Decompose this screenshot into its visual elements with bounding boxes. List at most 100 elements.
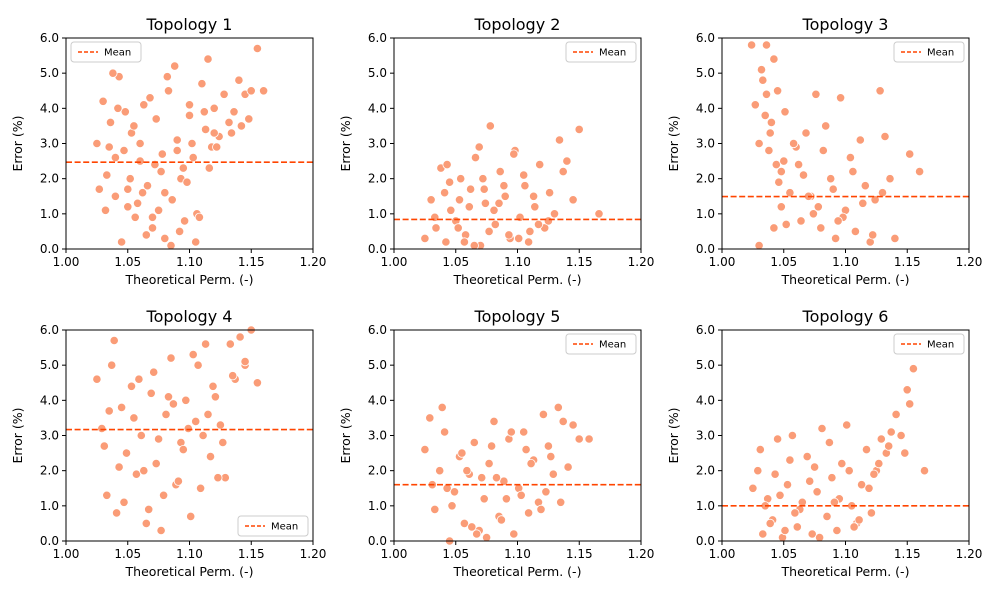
data-point <box>902 385 912 395</box>
data-point <box>876 434 886 444</box>
y-tick-label: 0.0 <box>696 242 715 256</box>
data-point <box>218 437 228 448</box>
x-axis-label: Theoretical Perm. (-) <box>125 564 254 579</box>
data-point <box>891 409 901 419</box>
data-point <box>760 110 770 121</box>
data-point <box>459 518 469 529</box>
data-point <box>900 448 910 458</box>
data-point <box>178 444 188 455</box>
y-axis-label: Error (%) <box>10 407 25 463</box>
data-point <box>478 174 488 184</box>
x-tick-label: 1.20 <box>300 255 327 269</box>
legend-box <box>565 41 637 63</box>
data-point <box>845 153 856 163</box>
data-point <box>163 392 174 402</box>
axes-frame <box>65 329 314 542</box>
data-point <box>130 212 140 222</box>
data-point <box>813 202 823 212</box>
legend-label: Mean <box>927 48 954 59</box>
data-point <box>779 156 789 166</box>
data-point <box>457 448 467 458</box>
legend: Mean <box>565 41 637 63</box>
data-point <box>776 167 786 177</box>
data-point <box>102 490 112 500</box>
data-point <box>467 522 477 532</box>
subplot-title: Topology 1 <box>146 15 233 34</box>
y-tick-label: 2.0 <box>696 464 715 478</box>
x-tick-label: 1.00 <box>381 547 408 561</box>
data-point <box>447 501 457 511</box>
data-point <box>805 476 815 486</box>
data-point <box>425 413 435 423</box>
data-point <box>244 114 254 124</box>
data-point <box>807 529 817 539</box>
y-tick-label: 5.0 <box>368 358 387 372</box>
data-point <box>770 469 780 479</box>
x-tick-label: 1.10 <box>504 547 531 561</box>
data-point <box>439 427 450 437</box>
data-point <box>92 374 102 384</box>
data-point <box>102 170 112 180</box>
y-tick-label: 2.0 <box>368 172 387 186</box>
data-point <box>166 240 176 251</box>
data-point <box>181 395 191 405</box>
data-point <box>117 237 127 247</box>
data-point <box>187 138 197 149</box>
data-point <box>426 195 436 205</box>
y-tick-label: 4.0 <box>696 393 715 407</box>
data-point <box>549 209 560 219</box>
data-point <box>462 466 472 476</box>
y-tick-label: 6.0 <box>696 31 715 45</box>
data-point <box>175 226 185 236</box>
data-point <box>123 202 133 212</box>
data-point <box>753 466 763 476</box>
data-point <box>866 508 877 518</box>
data-point <box>441 237 451 247</box>
y-axis-label: Error (%) <box>10 115 25 171</box>
data-point <box>788 138 799 149</box>
data-point <box>159 490 169 500</box>
y-tick-label: 1.0 <box>368 499 387 513</box>
x-tick-label: 1.10 <box>176 547 203 561</box>
data-point <box>210 392 220 402</box>
data-point <box>905 149 915 159</box>
data-point <box>528 191 539 201</box>
data-point <box>201 339 211 349</box>
x-tick-label: 1.05 <box>114 255 141 269</box>
data-point <box>147 223 158 233</box>
data-point <box>764 145 774 156</box>
data-point <box>154 434 164 444</box>
data-point <box>151 114 161 124</box>
y-tick-label: 2.0 <box>368 464 387 478</box>
subplot-title: Topology 6 <box>802 307 889 326</box>
data-point <box>824 437 835 448</box>
y-axis-label: Error (%) <box>338 115 353 171</box>
data-point <box>135 156 145 166</box>
legend: Mean <box>565 333 637 355</box>
data-point <box>203 409 213 419</box>
data-point <box>94 184 104 194</box>
x-tick-label: 1.15 <box>566 255 593 269</box>
data-point <box>519 170 529 180</box>
data-point <box>182 177 192 187</box>
data-point <box>149 367 159 377</box>
data-point <box>826 174 836 184</box>
data-point <box>480 198 490 208</box>
data-point <box>523 508 534 518</box>
data-point <box>121 448 132 458</box>
data-point <box>183 423 193 434</box>
data-point <box>780 107 790 117</box>
data-point <box>191 416 201 426</box>
data-point <box>188 153 198 163</box>
data-point <box>758 529 768 539</box>
data-point <box>431 223 441 233</box>
data-point <box>817 423 827 434</box>
data-point <box>459 237 469 247</box>
data-point <box>205 451 216 462</box>
data-point <box>208 381 218 391</box>
x-tick-label: 1.20 <box>628 547 655 561</box>
y-tick-label: 2.0 <box>696 172 715 186</box>
data-point <box>574 124 584 134</box>
data-point <box>420 444 430 455</box>
data-point <box>454 195 465 205</box>
